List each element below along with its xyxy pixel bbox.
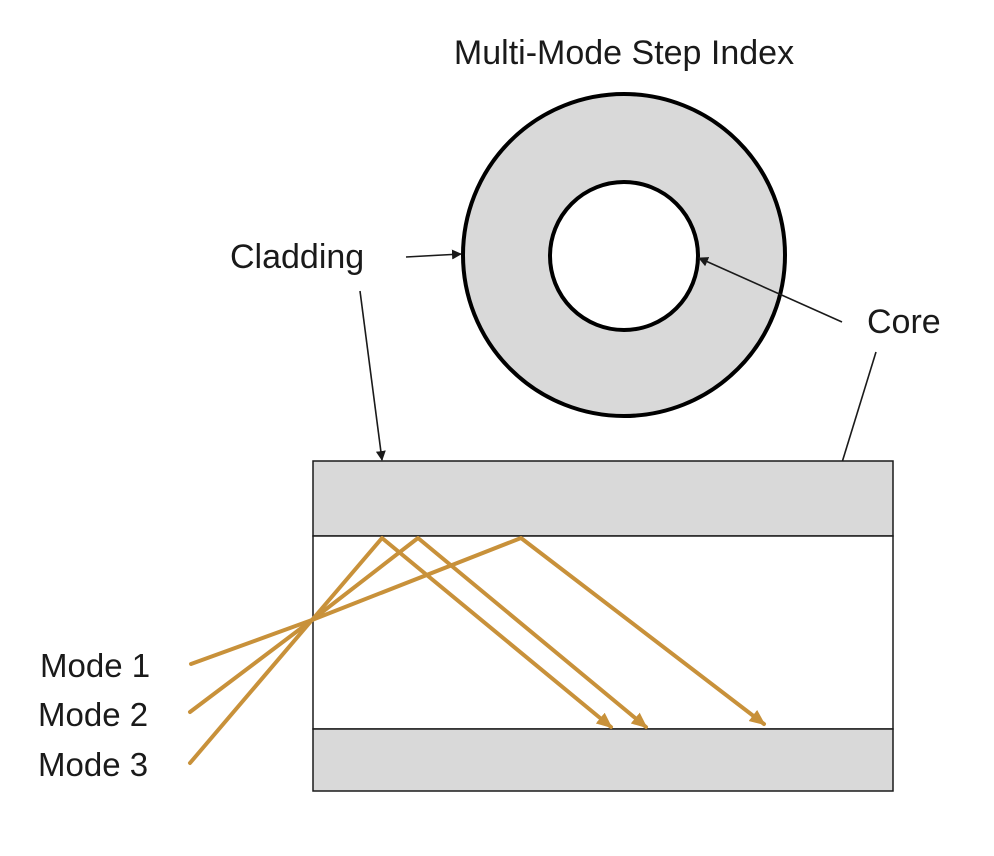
cladding-pointer-to-ring [405, 249, 462, 260]
core-circle [548, 180, 700, 332]
core-layer [312, 535, 894, 730]
mode-1-label: Mode 1 [40, 647, 150, 684]
mode-2-label: Mode 2 [38, 696, 148, 733]
core-label: Core [867, 303, 941, 341]
mode-3-label: Mode 3 [38, 746, 148, 783]
mode-1-ray [189, 536, 766, 726]
fiber-longitudinal-section [312, 460, 894, 792]
core-pointer-to-circle [698, 257, 843, 323]
cladding-pointer-to-slab [359, 290, 386, 461]
cladding-label: Cladding [230, 238, 364, 276]
diagram-title: Multi-Mode Step Index [454, 34, 794, 72]
fiber-cross-section [461, 92, 787, 418]
mode-2-ray [188, 536, 648, 729]
top-cladding-layer [312, 460, 894, 537]
bottom-cladding-layer [312, 728, 894, 792]
mode-3-ray [188, 536, 613, 765]
